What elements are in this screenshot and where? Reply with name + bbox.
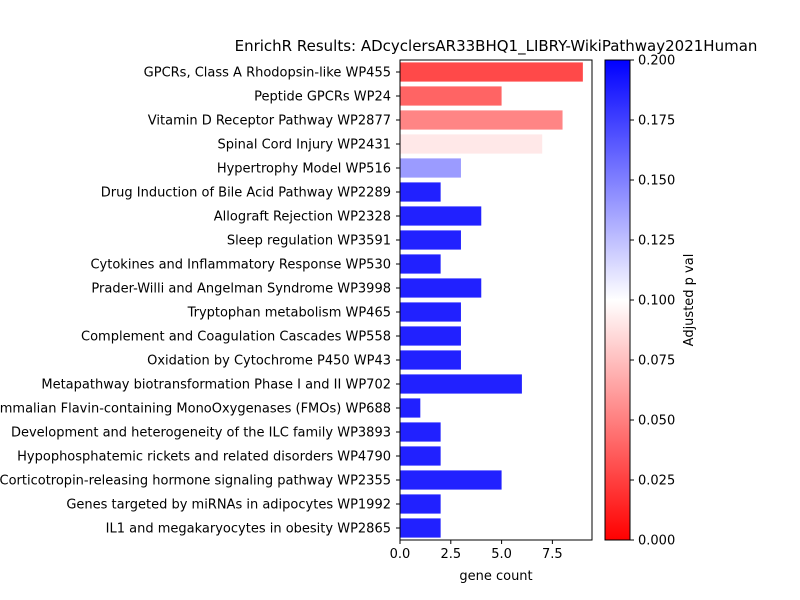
- bar: [400, 134, 543, 154]
- bar: [400, 62, 583, 82]
- category-label: Spinal Cord Injury WP2431: [218, 138, 391, 153]
- bar: [400, 374, 522, 394]
- x-tick-label: 0.0: [390, 547, 411, 562]
- category-labels: GPCRs, Class A Rhodopsin-like WP455 Pepti…: [0, 66, 400, 537]
- category-label: Hypertrophy Model WP516: [217, 162, 391, 177]
- bar: [400, 422, 441, 442]
- category-label: Peptide GPCRs WP24: [254, 90, 391, 105]
- category-label: Cytokines and Inflammatory Response WP53…: [90, 258, 391, 273]
- chart-title: EnrichR Results: ADcyclersAR33BHQ1_LIBRY…: [235, 37, 758, 56]
- category-label: Vitamin D Receptor Pathway WP2877: [148, 114, 391, 129]
- colorbar-tick-label: 0.075: [638, 354, 675, 369]
- category-label: Development and heterogeneity of the ILC…: [11, 426, 391, 441]
- colorbar-tick-label: 0.000: [638, 534, 675, 549]
- bar: [400, 350, 461, 370]
- bar: [400, 446, 441, 466]
- colorbar: [604, 59, 631, 541]
- plot-frame: [399, 59, 593, 541]
- colorbar-title: Adjusted p val: [682, 254, 697, 347]
- colorbar-tick-label: 0.025: [638, 474, 675, 489]
- category-label: Hypophosphatemic rickets and related dis…: [17, 450, 391, 465]
- x-tick-label: 2.5: [440, 547, 461, 562]
- category-label: Corticotropin-releasing hormone signalin…: [0, 474, 391, 489]
- bar: [400, 182, 441, 202]
- bar: [400, 302, 461, 322]
- category-label: Drug Induction of Bile Acid Pathway WP22…: [101, 186, 391, 201]
- x-tick-label: 5.0: [491, 547, 512, 562]
- category-label: Allograft Rejection WP2328: [214, 210, 391, 225]
- category-label: Complement and Coagulation Cascades WP55…: [81, 330, 391, 345]
- bar: [400, 518, 441, 538]
- bar: [400, 398, 421, 418]
- x-axis-ticks: 0.0 2.5 5.0 7.5: [390, 540, 563, 562]
- bar: [400, 494, 441, 514]
- category-label: Prader-Willi and Angelman Syndrome WP399…: [91, 282, 391, 297]
- category-label: IL1 and megakaryocytes in obesity WP2865: [106, 522, 391, 537]
- colorbar-tick-label: 0.175: [638, 114, 675, 129]
- x-tick-label: 7.5: [542, 547, 563, 562]
- bar: [400, 254, 441, 274]
- bar: [400, 470, 502, 490]
- bar: [400, 326, 461, 346]
- category-label: Sleep regulation WP3591: [227, 234, 391, 249]
- bar: [400, 86, 502, 106]
- category-label: Metapathway biotransformation Phase I an…: [41, 378, 391, 393]
- bar: [400, 158, 461, 178]
- colorbar-tick-label: 0.125: [638, 234, 675, 249]
- category-label: Oxidation by Cytochrome P450 WP43: [147, 354, 391, 369]
- category-label: Genes targeted by miRNAs in adipocytes W…: [66, 498, 391, 513]
- colorbar-tick-label: 0.150: [638, 174, 675, 189]
- colorbar-tick-label: 0.200: [638, 54, 675, 69]
- colorbar-tick-label: 0.050: [638, 414, 675, 429]
- bar: [400, 230, 461, 250]
- bar: [400, 110, 563, 130]
- x-axis-title: gene count: [459, 569, 532, 584]
- bar: [400, 278, 482, 298]
- category-label: Tryptophan metabolism WP465: [187, 306, 391, 321]
- bars-group: [400, 62, 583, 538]
- category-label: GPCRs, Class A Rhodopsin-like WP455: [144, 66, 391, 81]
- colorbar-tick-label: 0.100: [638, 294, 675, 309]
- colorbar-ticks: 0.000 0.025 0.050 0.075 0.100 0.125 0.150 0.175…: [630, 54, 675, 549]
- category-label: Mammalian Flavin-containing MonoOxygenas…: [0, 402, 391, 417]
- bar: [400, 206, 482, 226]
